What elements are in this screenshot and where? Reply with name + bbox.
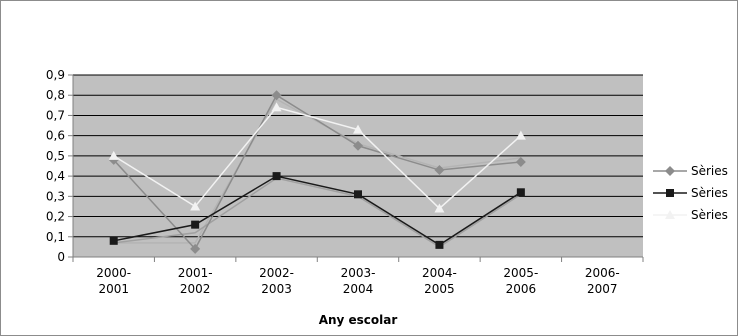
trend-line bbox=[113, 98, 521, 244]
legend-label: Sèries bbox=[691, 208, 728, 222]
series-lines bbox=[113, 94, 522, 251]
series-line bbox=[113, 175, 522, 246]
data-point bbox=[190, 201, 201, 211]
legend-marker bbox=[665, 210, 675, 219]
data-point bbox=[271, 102, 282, 112]
data-point bbox=[515, 156, 526, 167]
x-tick-label: 2003-2004 bbox=[341, 266, 376, 296]
y-tick-label: 0,9 bbox=[46, 68, 65, 82]
x-tick-label: 2000-2001 bbox=[96, 266, 131, 296]
y-tick-label: 0,4 bbox=[46, 169, 65, 183]
x-axis: 2000-2001 2001-2002 2002-2003 2003-2004 2004… bbox=[72, 256, 644, 296]
series-line bbox=[113, 94, 521, 251]
y-tick-label: 0,5 bbox=[46, 149, 65, 163]
series-line bbox=[113, 106, 522, 210]
y-tick-label: 0,6 bbox=[46, 129, 65, 143]
series-markers bbox=[108, 90, 526, 254]
legend-marker bbox=[665, 166, 675, 176]
data-point bbox=[516, 188, 525, 197]
legend-label: Sèries bbox=[691, 186, 728, 200]
data-point bbox=[271, 90, 282, 101]
y-tick-label: 0,3 bbox=[46, 189, 65, 203]
legend-marker bbox=[666, 189, 674, 197]
y-tick-label: 0,2 bbox=[46, 210, 65, 224]
legend-label: Sèries bbox=[691, 164, 728, 178]
x-tick-label: 2005-2006 bbox=[503, 266, 538, 296]
data-point bbox=[108, 150, 119, 160]
x-tick-label: 2006-2007 bbox=[585, 266, 620, 296]
data-point bbox=[109, 236, 118, 245]
x-tick-label: 2002-2003 bbox=[259, 266, 294, 296]
data-point bbox=[191, 220, 200, 229]
data-point bbox=[515, 130, 526, 140]
y-tick-label: 0,8 bbox=[46, 88, 65, 102]
x-tick-label: 2001-2002 bbox=[178, 266, 213, 296]
data-point bbox=[353, 124, 363, 134]
x-axis-title: Any escolar bbox=[319, 313, 398, 327]
data-point bbox=[354, 190, 362, 199]
data-point bbox=[434, 203, 445, 213]
data-point bbox=[353, 140, 363, 151]
data-point bbox=[435, 240, 444, 249]
y-tick-label: 0,7 bbox=[46, 108, 65, 122]
y-tick-label: 0,1 bbox=[46, 230, 65, 244]
y-axis: 0 0,1 0,2 0,3 0,4 0,5 0,6 0,7 0,8 0,9 bbox=[46, 68, 74, 264]
data-point bbox=[272, 172, 281, 181]
plot-area bbox=[73, 75, 643, 257]
legend: Sèries Sèries Sèries bbox=[653, 164, 728, 222]
gridlines bbox=[73, 74, 643, 238]
data-point bbox=[190, 243, 201, 254]
y-tick-label: 0 bbox=[57, 250, 65, 264]
x-tick-label: 2004-2005 bbox=[422, 266, 457, 296]
data-point bbox=[434, 165, 445, 176]
